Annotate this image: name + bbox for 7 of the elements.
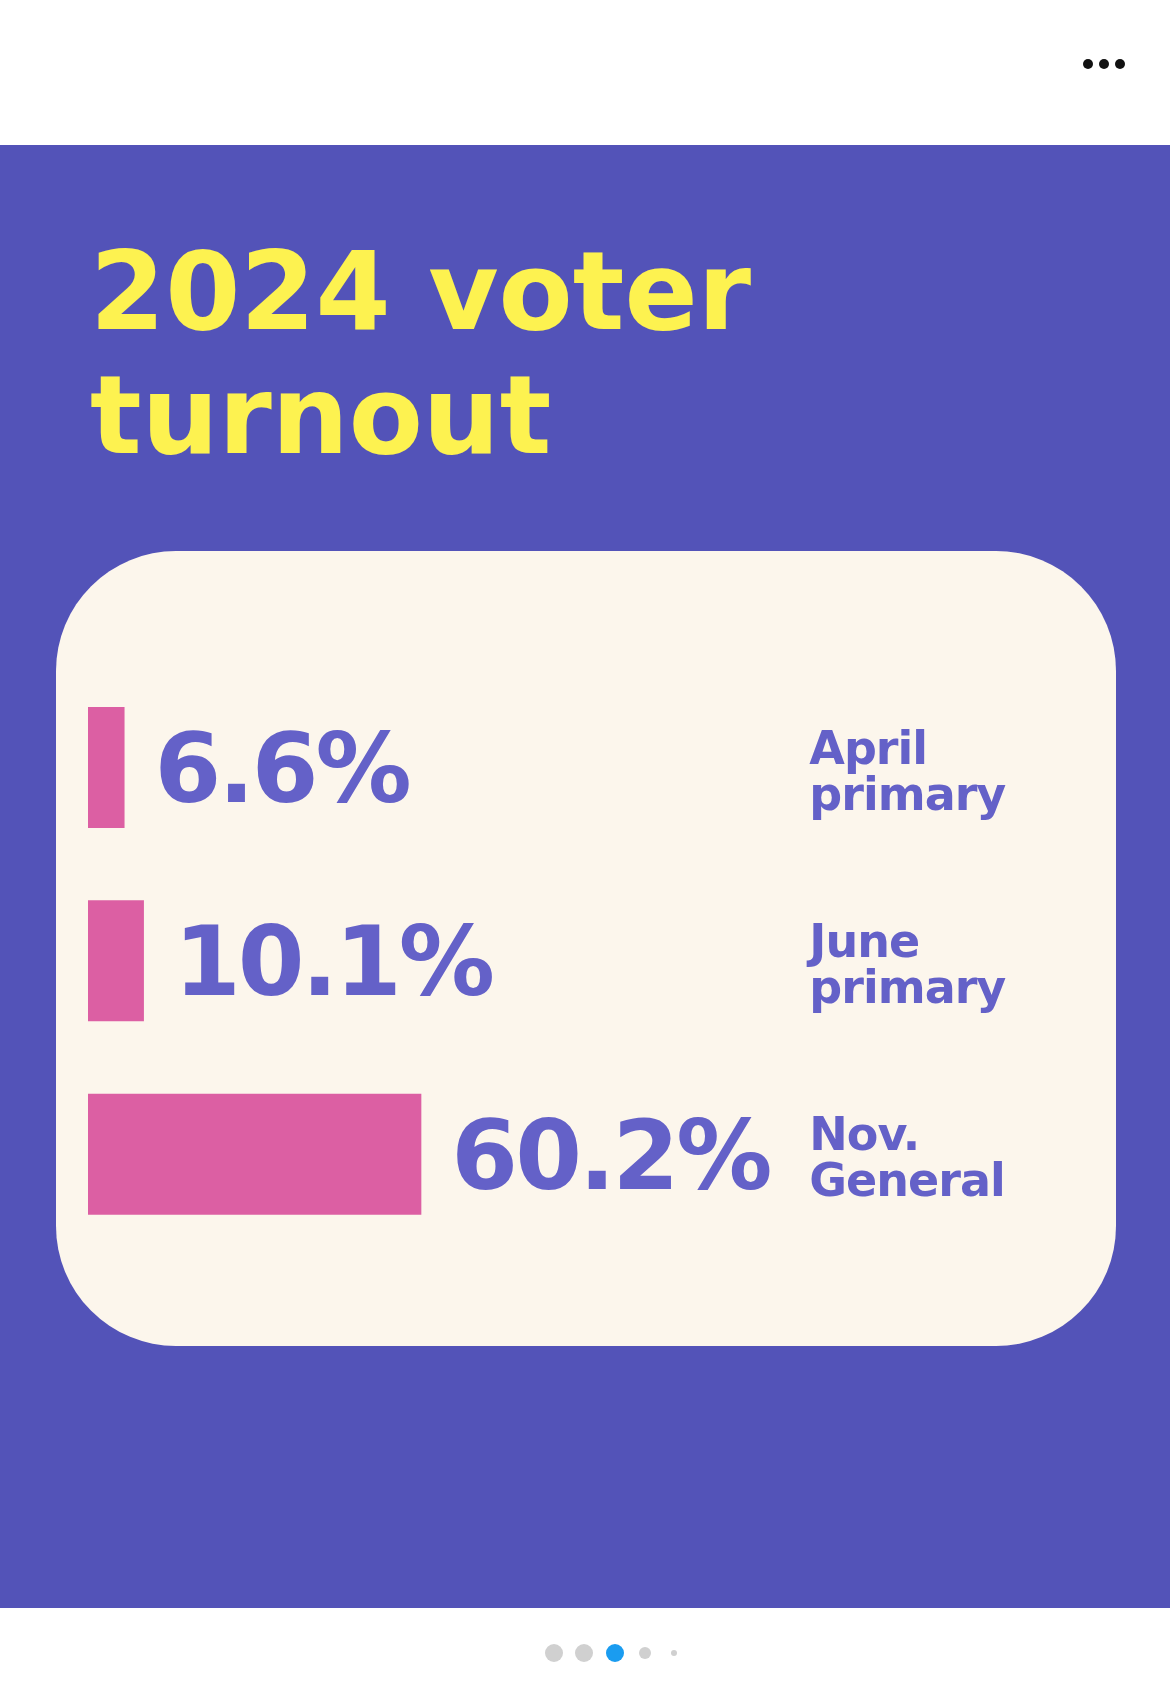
data-label: 60.2% <box>451 1099 771 1212</box>
y-tick-label: April primary <box>809 720 1007 821</box>
data-label: 10.1% <box>173 906 493 1019</box>
data-label: 6.6% <box>154 713 410 826</box>
y-tick-label: June primary <box>806 913 1007 1014</box>
chart-title: 2024 voter turnout <box>90 229 752 478</box>
y-tick-label: Nov. General <box>809 1107 1005 1208</box>
